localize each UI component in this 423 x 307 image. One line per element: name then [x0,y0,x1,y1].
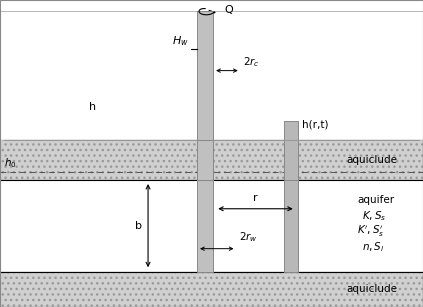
Text: aquiclude: aquiclude [347,284,398,294]
Text: aquifer: aquifer [357,195,395,204]
Bar [197,180,213,272]
Text: b: b [135,221,142,231]
Text: $K, S_s$: $K, S_s$ [362,210,386,223]
Text: $2r_w$: $2r_w$ [239,230,257,244]
Bar [284,180,298,272]
Text: Q: Q [224,5,233,15]
Text: r: r [253,193,258,203]
Bar [0,140,423,180]
Text: $h_0$: $h_0$ [4,157,17,170]
Bar [284,121,298,180]
Text: $n, S_l$: $n, S_l$ [362,240,384,254]
Text: $2r_c$: $2r_c$ [243,55,260,69]
Bar [197,140,213,180]
Text: h: h [90,103,96,112]
Text: $H_w$: $H_w$ [172,34,189,48]
Bar [197,11,213,140]
Text: h(r,t): h(r,t) [302,119,329,129]
Bar [0,272,423,307]
Text: aquiclude: aquiclude [347,155,398,165]
Text: $K', S_s'$: $K', S_s'$ [357,224,385,239]
